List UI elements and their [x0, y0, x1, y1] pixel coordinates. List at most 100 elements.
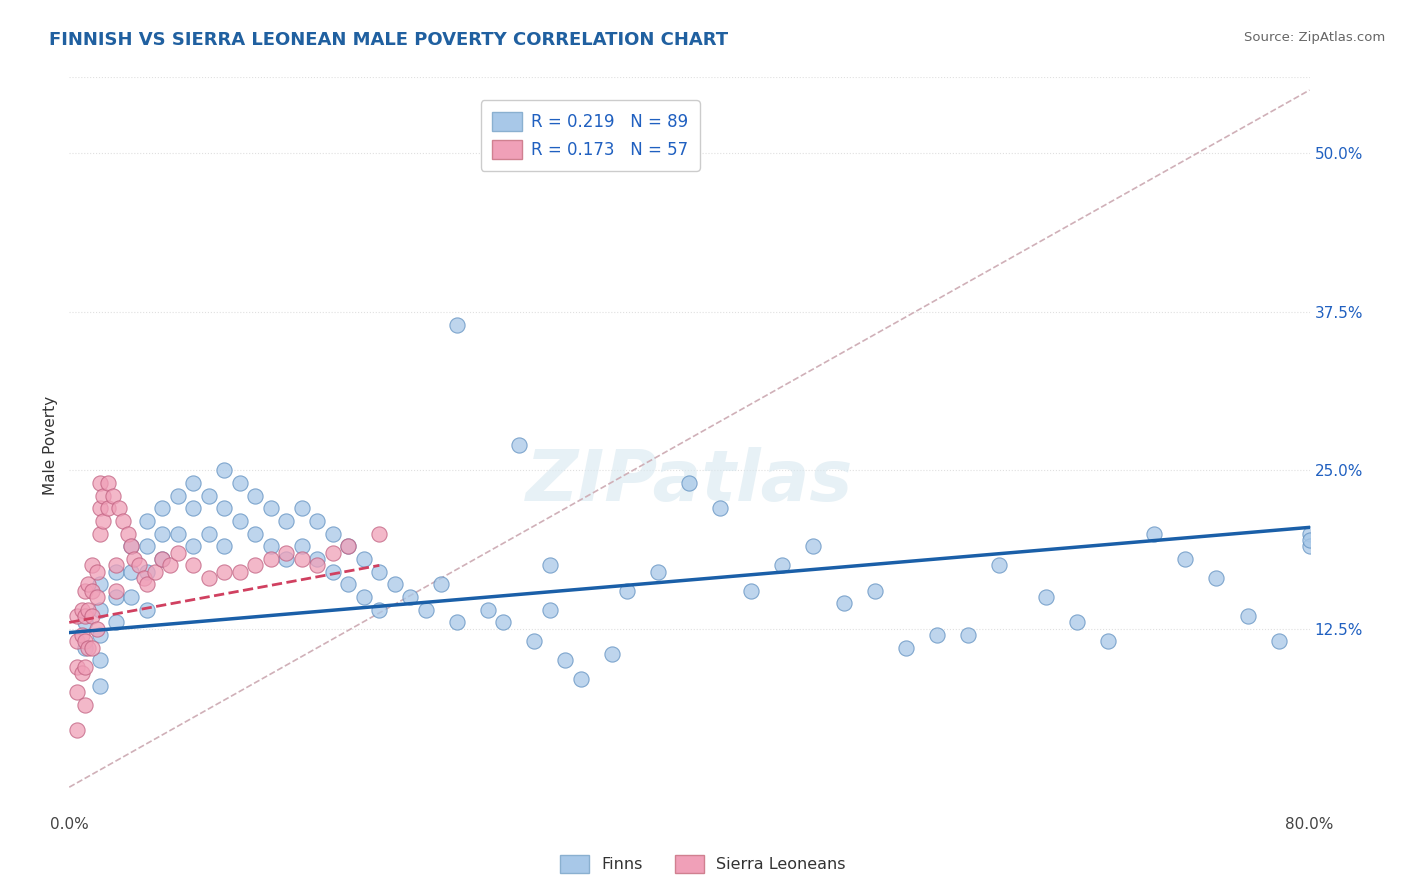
Point: [896, 640, 918, 655]
Point: [135, 540, 157, 554]
Point: [260, 501, 283, 516]
Point: [89, 603, 111, 617]
Point: [128, 558, 150, 573]
Point: [197, 571, 219, 585]
Point: [600, 647, 623, 661]
Point: [927, 628, 949, 642]
Point: [260, 552, 283, 566]
Point: [66, 660, 89, 674]
Point: [214, 501, 236, 516]
Point: [229, 475, 252, 490]
Point: [86, 590, 108, 604]
Point: [166, 489, 188, 503]
Point: [957, 628, 980, 642]
Point: [181, 540, 204, 554]
Point: [569, 673, 592, 687]
Point: [73, 583, 96, 598]
Point: [108, 501, 131, 516]
Point: [1298, 540, 1320, 554]
Text: FINNISH VS SIERRA LEONEAN MALE POVERTY CORRELATION CHART: FINNISH VS SIERRA LEONEAN MALE POVERTY C…: [49, 31, 728, 49]
Point: [337, 577, 360, 591]
Point: [276, 514, 298, 528]
Point: [66, 723, 89, 738]
Point: [101, 489, 124, 503]
Point: [135, 514, 157, 528]
Point: [76, 640, 98, 655]
Point: [82, 558, 104, 573]
Point: [291, 552, 314, 566]
Point: [446, 318, 468, 332]
Point: [1267, 634, 1289, 648]
Point: [1143, 526, 1166, 541]
Point: [150, 552, 173, 566]
Point: [70, 628, 93, 642]
Point: [91, 489, 114, 503]
Point: [229, 514, 252, 528]
Point: [143, 565, 166, 579]
Point: [770, 558, 793, 573]
Point: [678, 475, 700, 490]
Point: [865, 583, 887, 598]
Point: [430, 577, 453, 591]
Point: [91, 514, 114, 528]
Point: [76, 577, 98, 591]
Point: [150, 552, 173, 566]
Point: [307, 552, 329, 566]
Point: [135, 565, 157, 579]
Point: [616, 583, 638, 598]
Point: [120, 565, 142, 579]
Point: [104, 565, 127, 579]
Point: [446, 615, 468, 630]
Point: [86, 565, 108, 579]
Point: [120, 540, 142, 554]
Point: [120, 590, 142, 604]
Point: [709, 501, 731, 516]
Point: [276, 546, 298, 560]
Point: [214, 463, 236, 477]
Point: [89, 653, 111, 667]
Point: [245, 558, 267, 573]
Point: [73, 609, 96, 624]
Point: [1174, 552, 1197, 566]
Point: [368, 603, 391, 617]
Point: [477, 603, 499, 617]
Point: [276, 552, 298, 566]
Point: [368, 565, 391, 579]
Point: [104, 615, 127, 630]
Point: [322, 546, 344, 560]
Point: [124, 552, 146, 566]
Legend: Finns, Sierra Leoneans: Finns, Sierra Leoneans: [554, 848, 852, 880]
Point: [150, 501, 173, 516]
Point: [307, 514, 329, 528]
Point: [66, 685, 89, 699]
Point: [82, 640, 104, 655]
Point: [260, 540, 283, 554]
Point: [492, 615, 515, 630]
Point: [1097, 634, 1119, 648]
Point: [307, 558, 329, 573]
Point: [647, 565, 669, 579]
Y-axis label: Male Poverty: Male Poverty: [44, 395, 58, 494]
Point: [89, 501, 111, 516]
Point: [368, 526, 391, 541]
Point: [66, 634, 89, 648]
Point: [104, 583, 127, 598]
Point: [73, 640, 96, 655]
Legend: R = 0.219   N = 89, R = 0.173   N = 57: R = 0.219 N = 89, R = 0.173 N = 57: [481, 101, 700, 170]
Point: [523, 634, 546, 648]
Point: [1298, 533, 1320, 547]
Point: [554, 653, 576, 667]
Point: [181, 475, 204, 490]
Point: [89, 526, 111, 541]
Point: [89, 475, 111, 490]
Point: [66, 609, 89, 624]
Point: [181, 558, 204, 573]
Point: [73, 634, 96, 648]
Point: [82, 583, 104, 598]
Point: [73, 660, 96, 674]
Point: [384, 577, 406, 591]
Point: [353, 552, 375, 566]
Point: [166, 546, 188, 560]
Point: [159, 558, 181, 573]
Point: [135, 603, 157, 617]
